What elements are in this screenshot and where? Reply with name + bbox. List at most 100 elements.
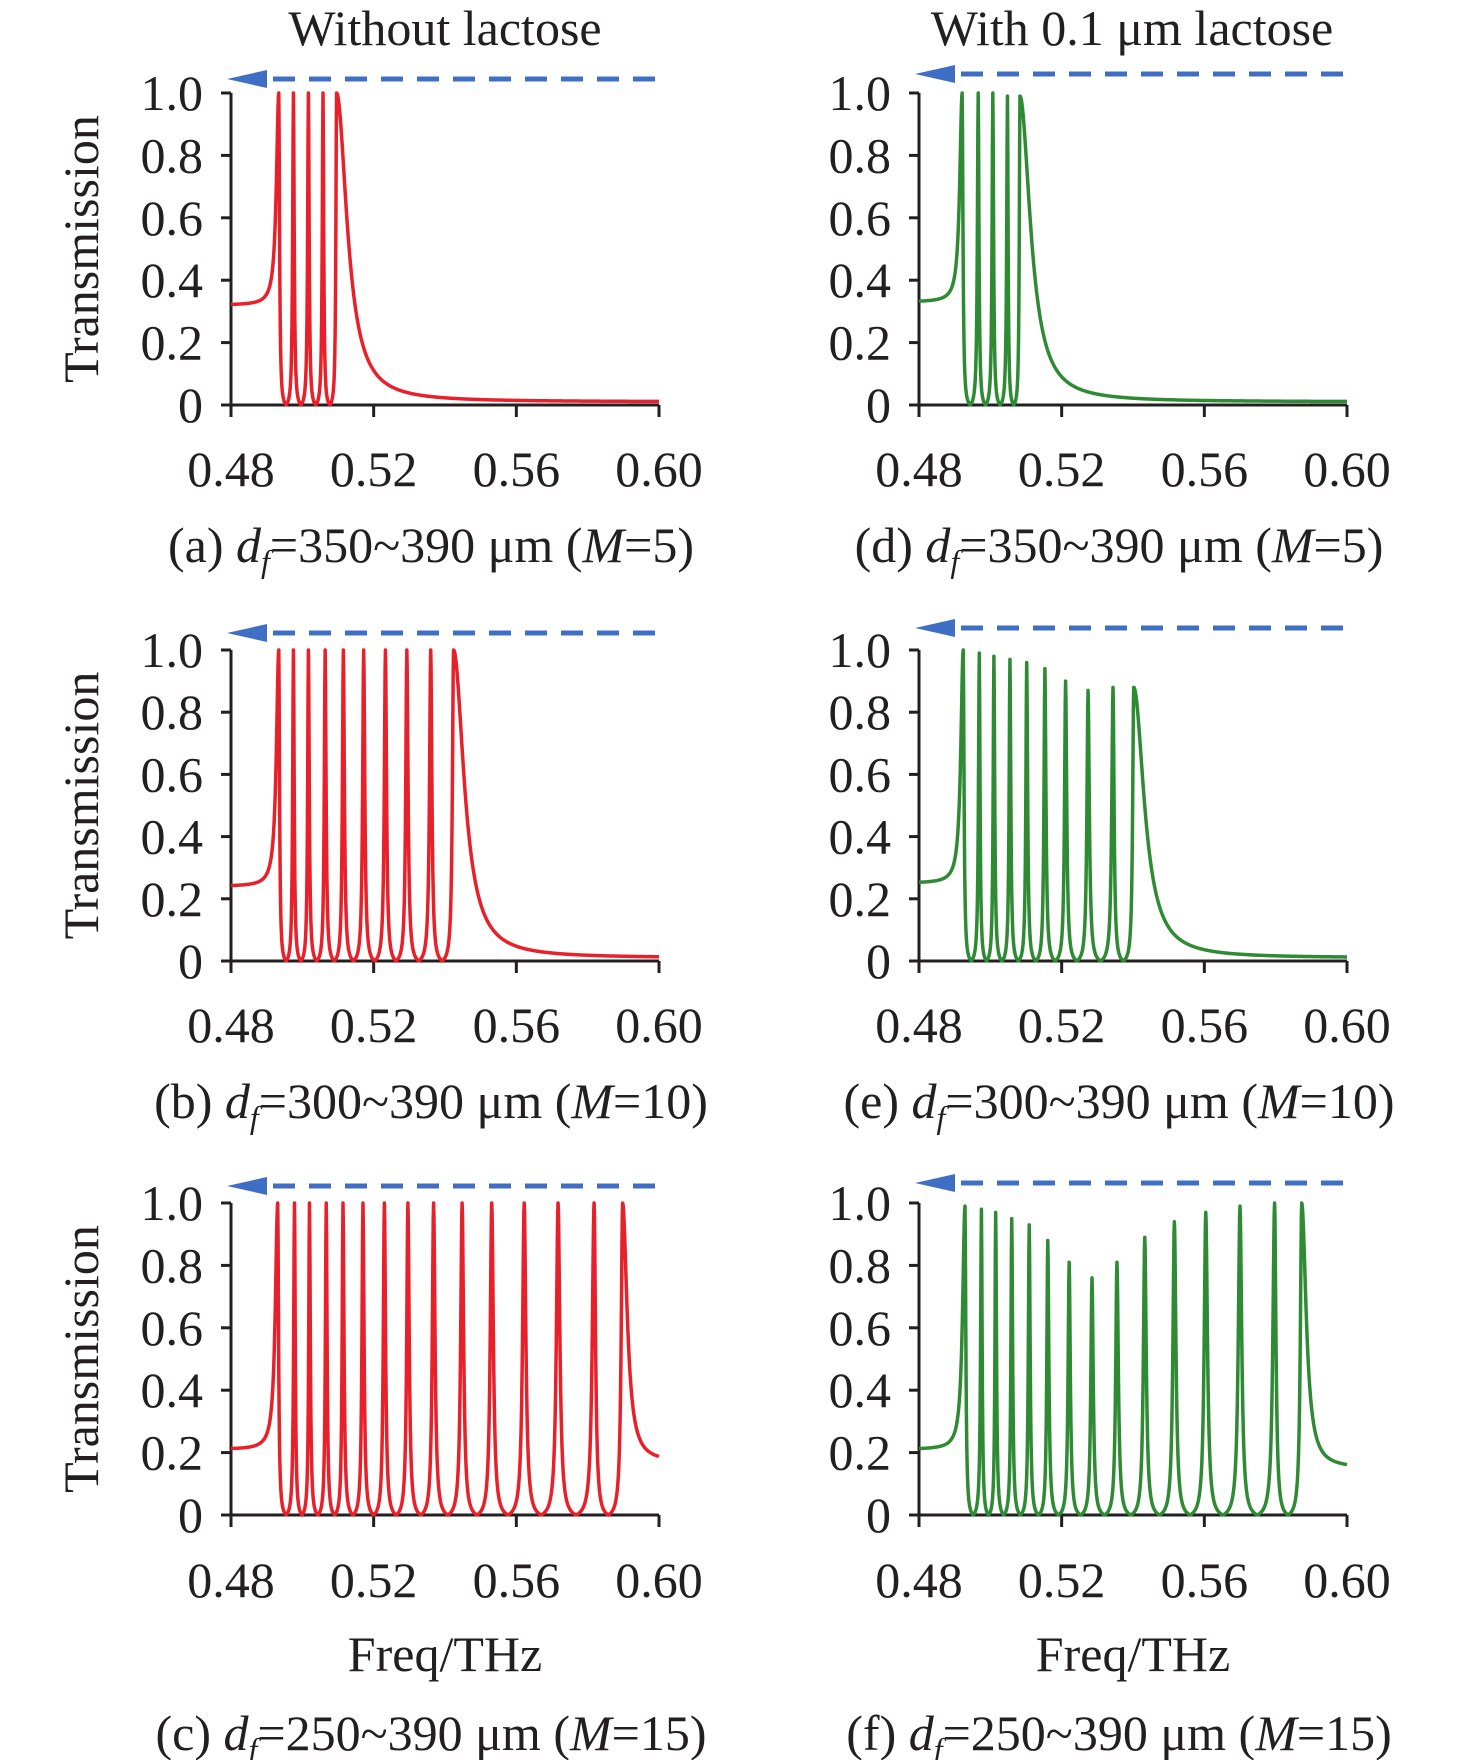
column-title-without-lactose: Without lactose (288, 0, 601, 56)
caption-label: (a) (168, 517, 236, 573)
y-axis-label: Transmission (53, 115, 109, 383)
y-tick-label: 0.8 (141, 127, 204, 183)
x-tick-label: 0.52 (330, 441, 418, 497)
transmission-curve (917, 91, 1349, 407)
arrow-head-icon (227, 624, 267, 642)
caption-variable: d (925, 517, 951, 573)
y-tick-label: 0.4 (829, 809, 892, 865)
arrow-head-icon (915, 1174, 955, 1192)
caption-range: =350~390 μm ( (270, 517, 583, 573)
x-tick-label: 0.56 (1161, 1552, 1249, 1608)
caption-range: =300~390 μm ( (259, 1073, 572, 1129)
x-tick-label: 0.52 (1018, 441, 1106, 497)
y-tick-label: 0.6 (829, 1300, 892, 1356)
transmission-curve (229, 91, 661, 407)
x-tick-label: 0.48 (875, 1552, 963, 1608)
panels: 00.20.40.60.81.00.48 0.52 0.56 0.60Transmis… (53, 65, 1395, 1760)
column-title-with-lactose: With 0.1 μm lactose (931, 0, 1334, 56)
y-tick-label: 0.8 (141, 684, 204, 740)
x-tick-label: 0.56 (473, 1552, 561, 1608)
caption-range: =300~390 μm ( (945, 1073, 1258, 1129)
x-tick-label: 0.60 (1303, 997, 1391, 1053)
panel-caption: (c) df=250~390 μm (M=15) (155, 1705, 706, 1760)
x-tick-label: 0.60 (615, 441, 703, 497)
y-tick-label: 0 (866, 377, 891, 433)
y-tick-label: 0.4 (829, 1362, 892, 1418)
x-tick-label: 0.52 (1018, 997, 1106, 1053)
y-axis-label: Transmission (53, 672, 109, 940)
y-tick-label: 0 (178, 1487, 203, 1543)
caption-variable: d (236, 517, 262, 573)
caption-m-value: =5) (1314, 517, 1384, 573)
caption-label: (f) (846, 1705, 908, 1760)
caption-m-symbol: M (570, 1073, 615, 1129)
y-tick-label: 0.6 (829, 190, 892, 246)
y-tick-label: 0.2 (829, 315, 892, 371)
transmission-curve (229, 648, 661, 963)
caption-m-symbol: M (581, 517, 626, 573)
x-axis-label: Freq/THz (348, 1626, 542, 1682)
y-tick-label: 0.2 (141, 871, 204, 927)
caption-range: =350~390 μm ( (959, 517, 1272, 573)
y-tick-label: 1.0 (829, 65, 892, 121)
panel-caption: (d) df=350~390 μm (M=5) (855, 517, 1384, 579)
caption-m-symbol: M (1257, 1073, 1302, 1129)
y-tick-label: 1.0 (141, 65, 204, 121)
y-tick-label: 0.2 (829, 871, 892, 927)
y-tick-label: 0.4 (829, 252, 892, 308)
x-tick-label: 0.56 (473, 997, 561, 1053)
caption-variable: d (223, 1705, 249, 1760)
panel-e: 0 0.2 0.4 0.6 0.8 1.0 0.48 0.52 0.56 0.60 (e) df=3… (829, 619, 1395, 1135)
x-tick-label: 0.60 (615, 997, 703, 1053)
panel-f: 0 0.2 0.4 0.6 0.8 1.0 0.48 0.52 0.56 0.60 Freq/THz… (829, 1174, 1392, 1760)
x-tick-label: 0.48 (875, 997, 963, 1053)
y-tick-label: 1.0 (141, 1175, 204, 1231)
y-tick-label: 0.8 (829, 684, 892, 740)
y-tick-label: 1.0 (829, 622, 892, 678)
caption-label: (b) (154, 1073, 225, 1129)
arrow-head-icon (227, 70, 267, 88)
caption-variable: d (911, 1073, 937, 1129)
y-tick-label: 0.4 (141, 1362, 204, 1418)
caption-m-symbol: M (569, 1705, 614, 1760)
arrow-head-icon (227, 1177, 267, 1195)
panel-caption: (e) df=300~390 μm (M=10) (843, 1073, 1394, 1135)
x-tick-label: 0.48 (875, 441, 963, 497)
y-tick-label: 0.6 (141, 190, 204, 246)
arrow-head-icon (915, 619, 955, 637)
x-tick-label: 0.56 (473, 441, 561, 497)
transmission-curve (917, 648, 1349, 963)
panel-b: 0 0.2 0.4 0.6 0.8 1.0 0.48 0.52 0.56 0.60 Transmis… (53, 622, 708, 1135)
panel-caption: (f) df=250~390 μm (M=15) (846, 1705, 1391, 1760)
x-tick-label: 0.60 (1303, 1552, 1391, 1608)
caption-m-symbol: M (1271, 517, 1316, 573)
x-axis-label: Freq/THz (1036, 1626, 1230, 1682)
transmission-curve (229, 1201, 661, 1517)
y-tick-label: 0 (866, 933, 891, 989)
y-tick-label: 0 (866, 1487, 891, 1543)
x-tick-label: 0.56 (1161, 441, 1249, 497)
panel-a: 0 0.2 0.4 0.6 0.8 1.0 0.48 0.52 0.56 0.60 Transmis… (53, 65, 703, 579)
panel-caption: (a) df=350~390 μm (M=5) (168, 517, 694, 579)
x-tick-label: 0.52 (330, 1552, 418, 1608)
caption-m-value: =15) (612, 1705, 707, 1760)
y-tick-label: 0.6 (141, 746, 204, 802)
caption-range: =250~390 μm ( (257, 1705, 570, 1760)
x-tick-label: 0.60 (1303, 441, 1391, 497)
x-tick-label: 0.52 (330, 997, 418, 1053)
caption-m-value: =15) (1297, 1705, 1392, 1760)
caption-label: (d) (855, 517, 926, 573)
y-tick-label: 0.8 (141, 1237, 204, 1293)
y-axis-label: Transmission (53, 1225, 109, 1493)
x-tick-label: 0.48 (187, 997, 275, 1053)
panel-d: 0 0.2 0.4 0.6 0.8 1.0 0.48 0.52 0.56 0.60 (d) df=3… (829, 65, 1391, 579)
caption-range: =250~390 μm ( (943, 1705, 1256, 1760)
y-tick-label: 0.2 (141, 1425, 204, 1481)
y-tick-label: 0.6 (829, 746, 892, 802)
caption-m-symbol: M (1254, 1705, 1299, 1760)
arrow-head-icon (915, 65, 955, 83)
x-tick-label: 0.48 (187, 441, 275, 497)
caption-variable: d (909, 1705, 935, 1760)
y-tick-label: 0.4 (141, 809, 204, 865)
